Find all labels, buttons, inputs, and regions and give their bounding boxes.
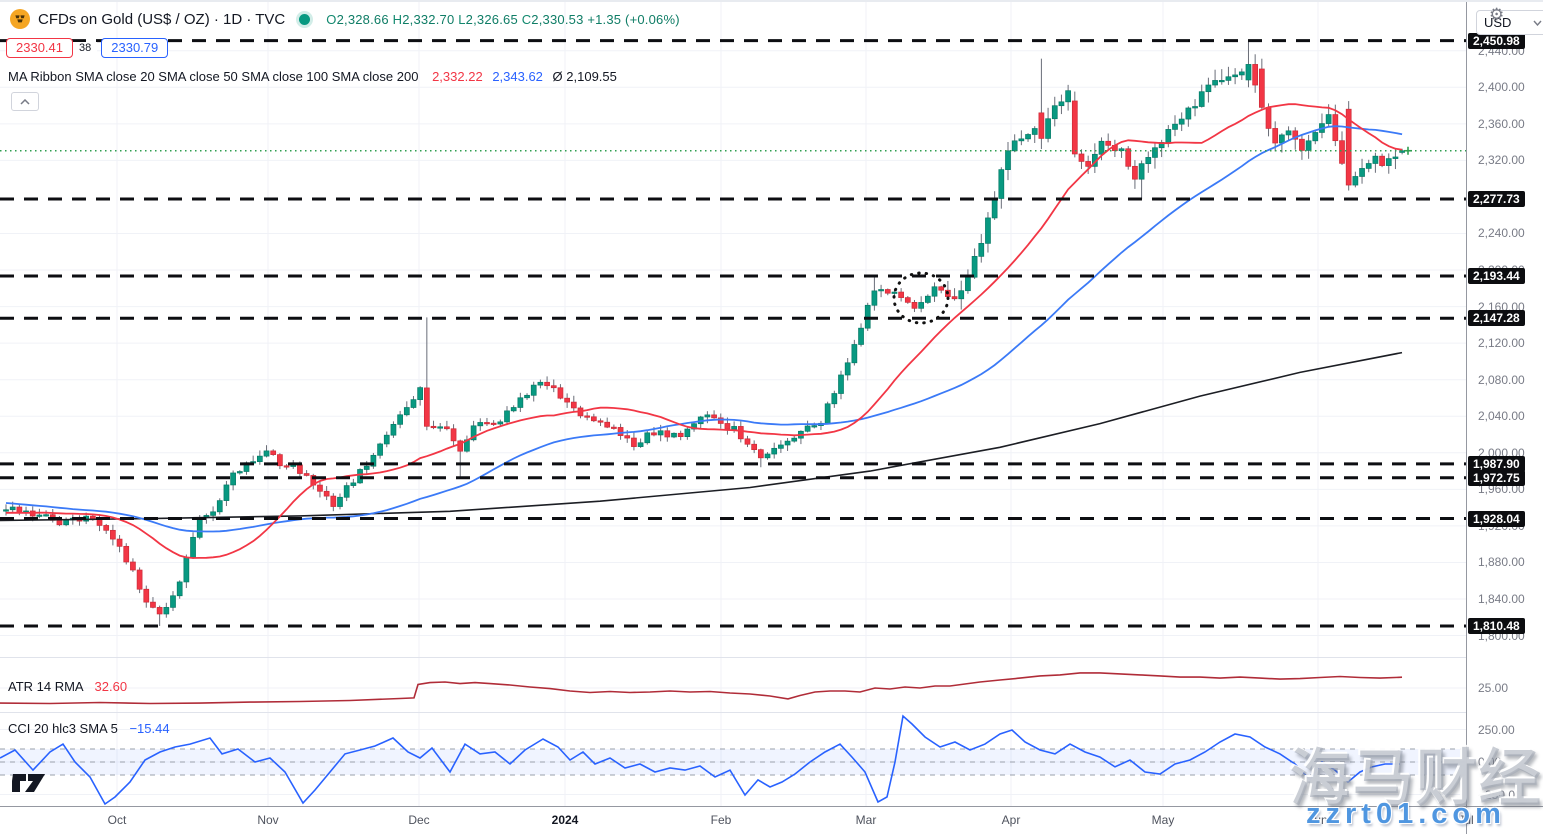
- ma-avg-value: Ø 2,109.55: [552, 69, 617, 84]
- time-tick: Nov: [257, 813, 279, 827]
- atr-legend[interactable]: ATR 14 RMA 32.60: [8, 679, 127, 694]
- price-tick: 2,080.00: [1478, 372, 1525, 387]
- gear-icon[interactable]: ⚙: [1489, 5, 1505, 24]
- level-price-label: 1,928.04: [1468, 510, 1525, 527]
- time-tick: May: [1151, 813, 1175, 827]
- time-tick: Apr: [1001, 813, 1021, 827]
- currency-dropdown[interactable]: USD: [1476, 10, 1543, 35]
- spread-value: 38: [73, 42, 98, 54]
- cci-tick: 250.00: [1478, 722, 1515, 737]
- level-price-label: 2,450.98: [1468, 32, 1525, 49]
- chart-canvas[interactable]: [0, 2, 1466, 806]
- ohlc-values: O2,328.66 H2,332.70 L2,326.65 C2,330.53 …: [326, 11, 680, 27]
- price-tick: 1,960.00: [1478, 482, 1525, 497]
- sell-price-button[interactable]: 2330.41: [6, 38, 73, 58]
- ma-ribbon-label: MA Ribbon SMA close 20 SMA close 50 SMA …: [8, 69, 419, 84]
- cci-legend[interactable]: CCI 20 hlc3 SMA 5 −15.44: [8, 721, 170, 736]
- ma20-value: 2,332.22: [432, 69, 483, 84]
- connection-status-icon[interactable]: [299, 13, 311, 25]
- tradingview-logo[interactable]: [12, 770, 50, 801]
- level-price-label: 1,987.90: [1468, 455, 1525, 472]
- currency-value: USD: [1484, 15, 1512, 30]
- level-price-label: 2,147.28: [1468, 310, 1525, 327]
- atr-tick: 25.00: [1478, 681, 1509, 695]
- price-tick: 2,240.00: [1478, 226, 1525, 241]
- cci-value: −15.44: [129, 721, 170, 736]
- level-price-label: 2,193.44: [1468, 268, 1525, 285]
- collapse-legend-button[interactable]: [11, 92, 39, 111]
- ma50-value: 2,343.62: [492, 69, 543, 84]
- price-tick: 1,840.00: [1478, 592, 1525, 606]
- time-tick: Oct: [107, 813, 127, 827]
- price-tick: 2,320.00: [1478, 153, 1525, 168]
- price-tick: 2,040.00: [1478, 409, 1525, 424]
- gold-symbol-icon: [10, 9, 30, 29]
- cci-label: CCI 20 hlc3 SMA 5: [8, 721, 118, 736]
- pane-separator-main-atr[interactable]: [0, 657, 1543, 658]
- buy-sell-widget: 2330.41 38 2330.79: [6, 38, 169, 58]
- price-tick: 2,160.00: [1478, 299, 1525, 314]
- cci-tick: −250.00: [1478, 787, 1522, 802]
- axis-corner: [1466, 807, 1543, 834]
- atr-label: ATR 14 RMA: [8, 679, 83, 694]
- level-price-label: 1,810.48: [1468, 617, 1525, 634]
- chevron-up-icon: [20, 98, 30, 105]
- price-tick: 2,120.00: [1478, 336, 1525, 351]
- atr-value: 32.60: [94, 679, 128, 694]
- price-tick: 2,400.00: [1478, 80, 1525, 95]
- tradingview-logo-icon: [12, 774, 45, 792]
- price-tick: 2,360.00: [1478, 116, 1525, 131]
- time-tick: Mar: [855, 813, 877, 827]
- time-tick: Dec: [408, 813, 430, 827]
- price-axis[interactable]: 2,440.00 2,400.00 2,360.00 2,320.00 2,240.00…: [1466, 2, 1543, 806]
- ma-ribbon-legend[interactable]: MA Ribbon SMA close 20 SMA close 50 SMA …: [8, 69, 617, 84]
- level-price-label: 1,972.75: [1468, 469, 1525, 486]
- time-axis[interactable]: Oct Nov Dec 2024 Feb Mar Apr May Jun Jul: [0, 806, 1543, 834]
- level-price-label: 2,277.73: [1468, 191, 1525, 207]
- buy-price-button[interactable]: 2330.79: [101, 38, 169, 58]
- time-tick: Jun: [1308, 813, 1328, 827]
- symbol-title[interactable]: CFDs on Gold (US$ / OZ) · 1D · TVC: [38, 10, 286, 28]
- pane-separator-atr-cci[interactable]: [0, 712, 1543, 713]
- chevron-down-icon: [1533, 20, 1542, 26]
- price-tick: 1,880.00: [1478, 555, 1525, 570]
- time-tick: Feb: [710, 813, 732, 827]
- cci-tick: 0.00: [1478, 755, 1502, 769]
- symbol-header: CFDs on Gold (US$ / OZ) · 1D · TVC O2,32…: [10, 9, 680, 29]
- time-tick: 2024: [551, 813, 579, 827]
